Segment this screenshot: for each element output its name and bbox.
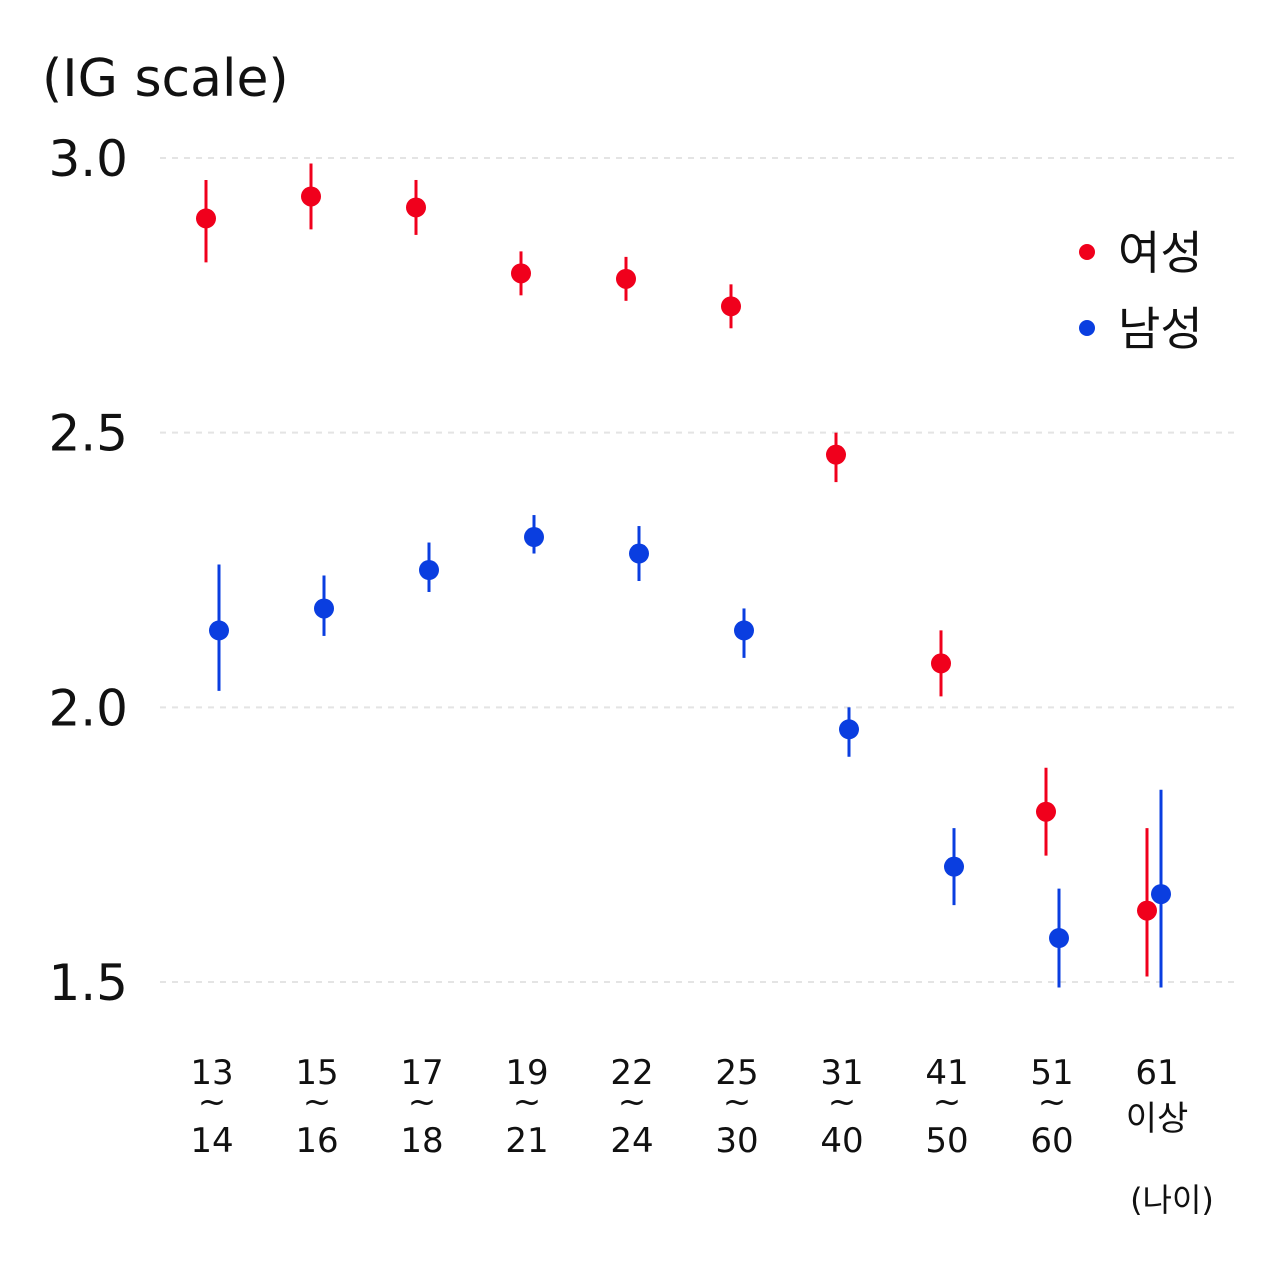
x-tick-label: 19 xyxy=(505,1053,548,1093)
series-2 xyxy=(209,515,1171,988)
x-tick-label: 60 xyxy=(1030,1121,1073,1161)
data-point xyxy=(616,268,636,289)
legend-label: 여성 xyxy=(1118,226,1203,280)
y-tick-label: 2.0 xyxy=(48,679,128,737)
x-tick-label: 21 xyxy=(505,1121,548,1161)
data-point xyxy=(314,598,334,619)
y-tick-label: 2.5 xyxy=(48,405,128,463)
y-axis-label: (IG scale) xyxy=(42,49,289,109)
x-tick-label: 41 xyxy=(925,1053,968,1093)
x-tick-label: 18 xyxy=(400,1121,443,1161)
x-tick-label: 17 xyxy=(400,1053,443,1093)
data-point xyxy=(931,653,951,674)
data-point xyxy=(826,444,846,465)
data-point xyxy=(196,208,216,229)
data-point xyxy=(511,263,531,284)
y-tick-label: 1.5 xyxy=(48,954,128,1012)
data-point xyxy=(524,527,544,548)
x-tick-label: ~ xyxy=(618,1082,647,1122)
x-tick-label: 15 xyxy=(295,1053,338,1093)
x-tick-label: 13 xyxy=(190,1053,233,1093)
data-point xyxy=(1036,801,1056,822)
x-tick-label: 22 xyxy=(610,1053,653,1093)
data-point xyxy=(1151,884,1171,905)
x-tick-label: 40 xyxy=(820,1121,863,1161)
data-point xyxy=(1137,900,1157,921)
x-tick-label: ~ xyxy=(513,1082,542,1122)
x-tick-label: 51 xyxy=(1030,1053,1073,1093)
data-point xyxy=(734,620,754,641)
x-axis-ticks: 13~1415~1617~1819~2122~2425~3031~4041~50… xyxy=(190,1053,1188,1161)
data-point xyxy=(1049,928,1069,949)
gridlines xyxy=(160,157,1238,983)
x-tick-label: 61 xyxy=(1135,1053,1178,1093)
x-tick-label: 14 xyxy=(190,1121,233,1161)
series-1 xyxy=(196,163,1157,977)
y-tick-label: 3.0 xyxy=(48,130,128,188)
x-tick-label: 16 xyxy=(295,1121,338,1161)
y-axis-ticks: 3.0 2.5 2.0 1.5 xyxy=(48,130,128,1012)
x-tick-label: ~ xyxy=(303,1082,332,1122)
data-point xyxy=(629,543,649,564)
x-tick-label: 31 xyxy=(820,1053,863,1093)
x-tick-label: ~ xyxy=(933,1082,962,1122)
x-tick-label: ~ xyxy=(198,1082,227,1122)
x-tick-label: ~ xyxy=(1038,1082,1067,1122)
legend-marker xyxy=(1079,320,1095,336)
legend-label: 남성 xyxy=(1118,302,1203,356)
data-point xyxy=(944,856,964,877)
data-point xyxy=(406,197,426,218)
x-axis-label: (나이) xyxy=(1130,1181,1214,1219)
data-point xyxy=(301,186,321,207)
data-point xyxy=(839,719,859,740)
legend-marker xyxy=(1079,244,1095,260)
x-tick-label: 이상 xyxy=(1126,1099,1189,1139)
x-tick-label: 25 xyxy=(715,1053,758,1093)
data-marks xyxy=(196,163,1171,988)
x-tick-label: ~ xyxy=(408,1082,437,1122)
data-point xyxy=(209,620,229,641)
x-tick-label: ~ xyxy=(723,1082,752,1122)
data-point xyxy=(419,560,439,580)
x-tick-label: 50 xyxy=(925,1121,968,1161)
x-tick-label: 30 xyxy=(715,1121,758,1161)
x-tick-label: 24 xyxy=(610,1121,653,1161)
x-tick-label: ~ xyxy=(828,1082,857,1122)
data-point xyxy=(721,296,741,317)
